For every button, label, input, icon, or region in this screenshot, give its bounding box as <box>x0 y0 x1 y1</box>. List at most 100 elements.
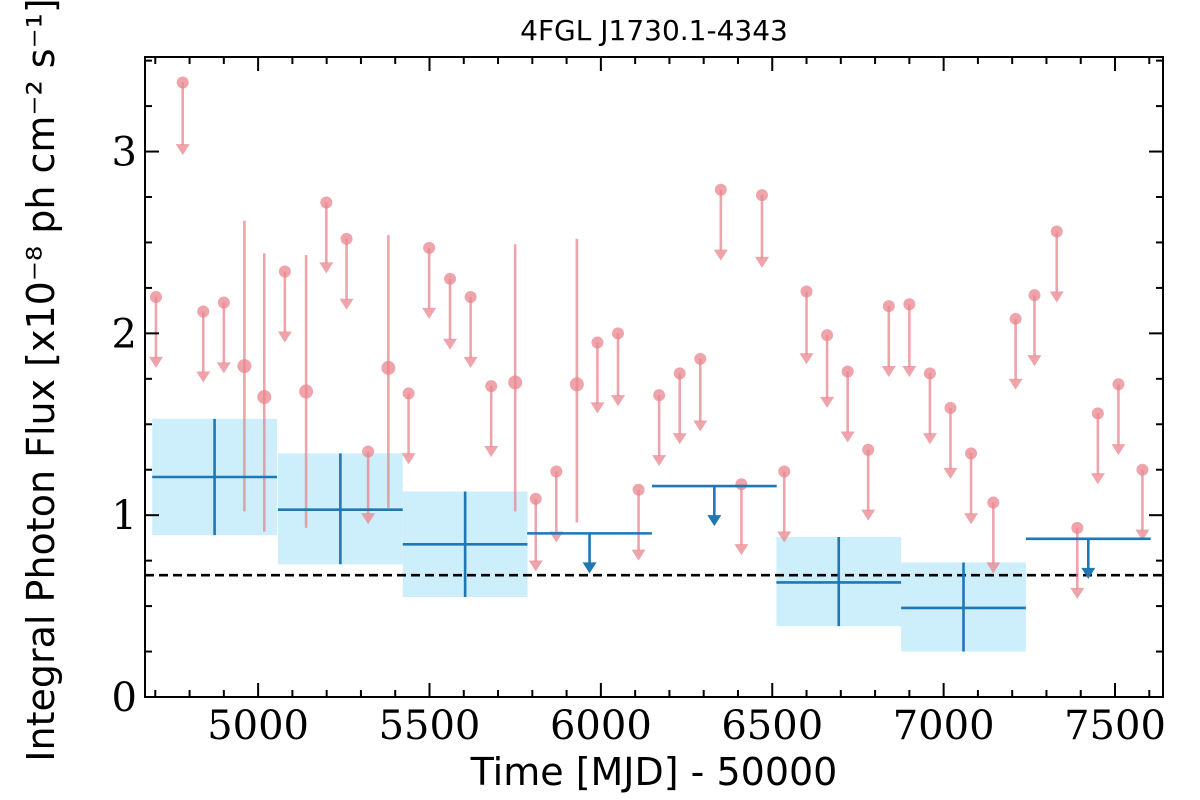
upper-limit-arrowhead <box>1070 587 1085 599</box>
upper-limit-arrowhead <box>1135 529 1150 541</box>
upper-limit-point <box>612 327 625 340</box>
x-tick-label: 6500 <box>721 703 823 749</box>
upper-limit-point <box>923 367 936 380</box>
x-tick-label: 7500 <box>1064 703 1166 749</box>
upper-limit-arrowhead <box>652 455 667 467</box>
upper-limit-point <box>632 483 645 496</box>
upper-limit-point <box>217 296 230 309</box>
upper-limit-arrowhead <box>734 544 749 556</box>
upper-limit-point <box>149 291 162 303</box>
upper-limit-point <box>1050 225 1063 238</box>
upper-limit-point <box>800 285 813 298</box>
detection-point <box>508 375 523 390</box>
upper-limit-point <box>1028 289 1041 302</box>
long-bin-points <box>152 418 1151 652</box>
upper-limit-point <box>694 352 707 365</box>
upper-limit-arrowhead <box>1049 291 1064 303</box>
x-tick-label: 5000 <box>207 703 309 749</box>
y-axis-label: Integral Photon Flux [x10⁻⁸ ph cm⁻² s⁻¹] <box>19 0 63 762</box>
detection-point <box>381 360 396 375</box>
upper-limit-arrowhead <box>1027 355 1042 367</box>
upper-limit-point <box>882 300 895 313</box>
upper-limit-arrowhead <box>777 531 792 543</box>
upper-limit-arrowhead <box>339 298 354 310</box>
upper-limit-arrowhead <box>1111 444 1126 456</box>
upper-limit-arrowhead <box>401 453 416 465</box>
upper-limit-arrowhead <box>986 562 1001 574</box>
upper-limit-point <box>340 232 353 245</box>
upper-limit-arrowhead <box>943 467 958 479</box>
upper-limit-point <box>714 183 727 196</box>
x-tick-label: 7000 <box>893 703 995 749</box>
upper-limit-point <box>778 465 791 478</box>
upper-limit-arrowhead <box>799 353 814 365</box>
upper-limit-arrowhead <box>713 249 728 261</box>
upper-limit-point <box>550 465 563 478</box>
upper-limit-point <box>1009 312 1022 325</box>
upper-limit-arrowhead <box>319 262 334 274</box>
upper-limit-arrowhead <box>528 560 543 572</box>
y-tick-label: 3 <box>112 130 137 176</box>
upper-limit-arrowhead <box>175 144 190 156</box>
upper-limit-point <box>821 329 834 342</box>
detection-point <box>299 384 314 399</box>
detection-point <box>569 377 584 392</box>
upper-limit-arrowhead <box>484 446 499 457</box>
upper-limit-point <box>653 389 666 402</box>
y-tick-label: 1 <box>112 493 137 539</box>
upper-limit-point <box>464 291 477 303</box>
upper-limit-arrowhead <box>277 331 292 343</box>
upper-limit-point <box>965 447 978 460</box>
upper-limit-point <box>944 401 957 414</box>
long-bin-upper-limit-arrowhead <box>707 515 722 527</box>
upper-limit-arrowhead <box>902 366 917 377</box>
upper-limit-point <box>841 365 854 378</box>
upper-limit-point <box>485 380 498 393</box>
upper-limit-point <box>197 305 210 318</box>
upper-limit-arrowhead <box>590 402 605 414</box>
long-bin-upper-limit-arrowhead <box>582 562 597 574</box>
y-tick-label: 0 <box>112 675 137 721</box>
upper-limit-arrowhead <box>611 395 626 407</box>
x-tick-label: 5500 <box>379 703 481 749</box>
upper-limit-point <box>362 445 375 458</box>
x-tick-label: 6000 <box>550 703 652 749</box>
upper-limit-arrowhead <box>443 338 458 350</box>
upper-limit-arrowhead <box>361 513 376 525</box>
upper-limit-arrowhead <box>881 366 896 377</box>
detection-point <box>257 390 272 404</box>
axis-ticks: 5000 5500 6000 6500 7000 7500 0 1 2 3 <box>112 57 1166 749</box>
upper-limit-arrowhead <box>754 256 769 268</box>
upper-limit-arrowhead <box>861 509 876 521</box>
upper-limit-point <box>903 298 916 311</box>
upper-limit-point <box>402 387 415 400</box>
upper-limit-arrowhead <box>422 307 437 319</box>
upper-limit-arrowhead <box>840 431 855 443</box>
upper-limit-point <box>423 241 436 254</box>
upper-limit-point <box>1112 378 1125 391</box>
upper-limit-point <box>320 196 333 209</box>
upper-limit-point <box>591 336 604 349</box>
upper-limit-arrowhead <box>1008 378 1023 390</box>
x-axis-label: Time [MJD] - 50000 <box>470 750 838 794</box>
upper-limit-point <box>987 496 1000 509</box>
upper-limit-point <box>278 265 291 278</box>
upper-limit-point <box>444 272 457 285</box>
upper-limit-arrowhead <box>820 396 835 408</box>
upper-limit-arrowhead <box>1090 473 1105 485</box>
upper-limit-arrowhead <box>196 371 211 383</box>
upper-limit-arrowhead <box>964 513 979 525</box>
upper-limit-arrowhead <box>922 433 937 445</box>
upper-limit-point <box>755 189 768 202</box>
upper-limit-arrowhead <box>631 549 646 561</box>
upper-limit-point <box>862 443 875 456</box>
short-bin-points <box>148 76 1150 599</box>
upper-limit-arrowhead <box>216 362 231 374</box>
long-bin-upper-limit-arrowhead <box>1081 567 1096 579</box>
upper-limit-point <box>735 478 748 491</box>
upper-limit-point <box>529 492 542 505</box>
upper-limit-point <box>673 367 686 380</box>
upper-limit-point <box>1136 463 1149 476</box>
upper-limit-arrowhead <box>693 420 708 432</box>
chart-title: 4FGL J1730.1-4343 <box>520 14 788 47</box>
